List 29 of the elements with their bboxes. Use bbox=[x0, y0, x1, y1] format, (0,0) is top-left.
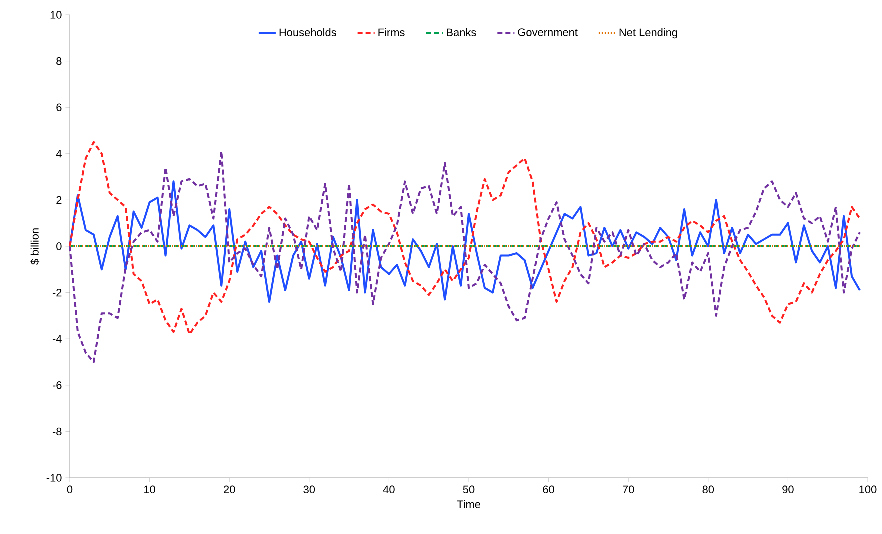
y-axis-title: $ billion bbox=[30, 228, 40, 265]
x-tick-label: 40 bbox=[383, 486, 395, 494]
y-tick-label: -8 bbox=[52, 428, 62, 436]
x-tick-label: 10 bbox=[144, 486, 156, 494]
y-tick-label: 2 bbox=[56, 196, 62, 204]
legend-label: Banks bbox=[447, 28, 476, 36]
x-tick-label: 0 bbox=[67, 486, 73, 494]
x-tick-label: 60 bbox=[543, 486, 554, 494]
legend-label: Households bbox=[280, 28, 336, 36]
x-tick-label: 80 bbox=[702, 486, 714, 494]
x-axis-title: Time bbox=[457, 500, 480, 508]
y-tick-label: -2 bbox=[52, 288, 62, 297]
x-tick-label: 30 bbox=[304, 486, 316, 494]
legend-label: Net Lending bbox=[620, 28, 678, 39]
y-tick-label: 8 bbox=[56, 57, 62, 66]
y-tick-label: -6 bbox=[52, 382, 62, 390]
y-tick-label: -10 bbox=[46, 474, 62, 482]
y-tick-label: 0 bbox=[56, 242, 62, 250]
legend-label: Firms bbox=[378, 28, 405, 36]
y-tick-label: 6 bbox=[56, 104, 62, 112]
y-tick-label: -4 bbox=[52, 335, 62, 343]
x-tick-label: 50 bbox=[463, 486, 475, 494]
x-tick-label: 90 bbox=[782, 486, 794, 494]
x-tick-label: 100 bbox=[860, 486, 877, 494]
y-tick-label: 4 bbox=[56, 150, 62, 158]
legend-label: Government bbox=[518, 28, 578, 36]
x-tick-label: 20 bbox=[224, 486, 236, 494]
y-tick-label: 10 bbox=[50, 11, 62, 19]
x-tick-label: 70 bbox=[623, 486, 634, 494]
